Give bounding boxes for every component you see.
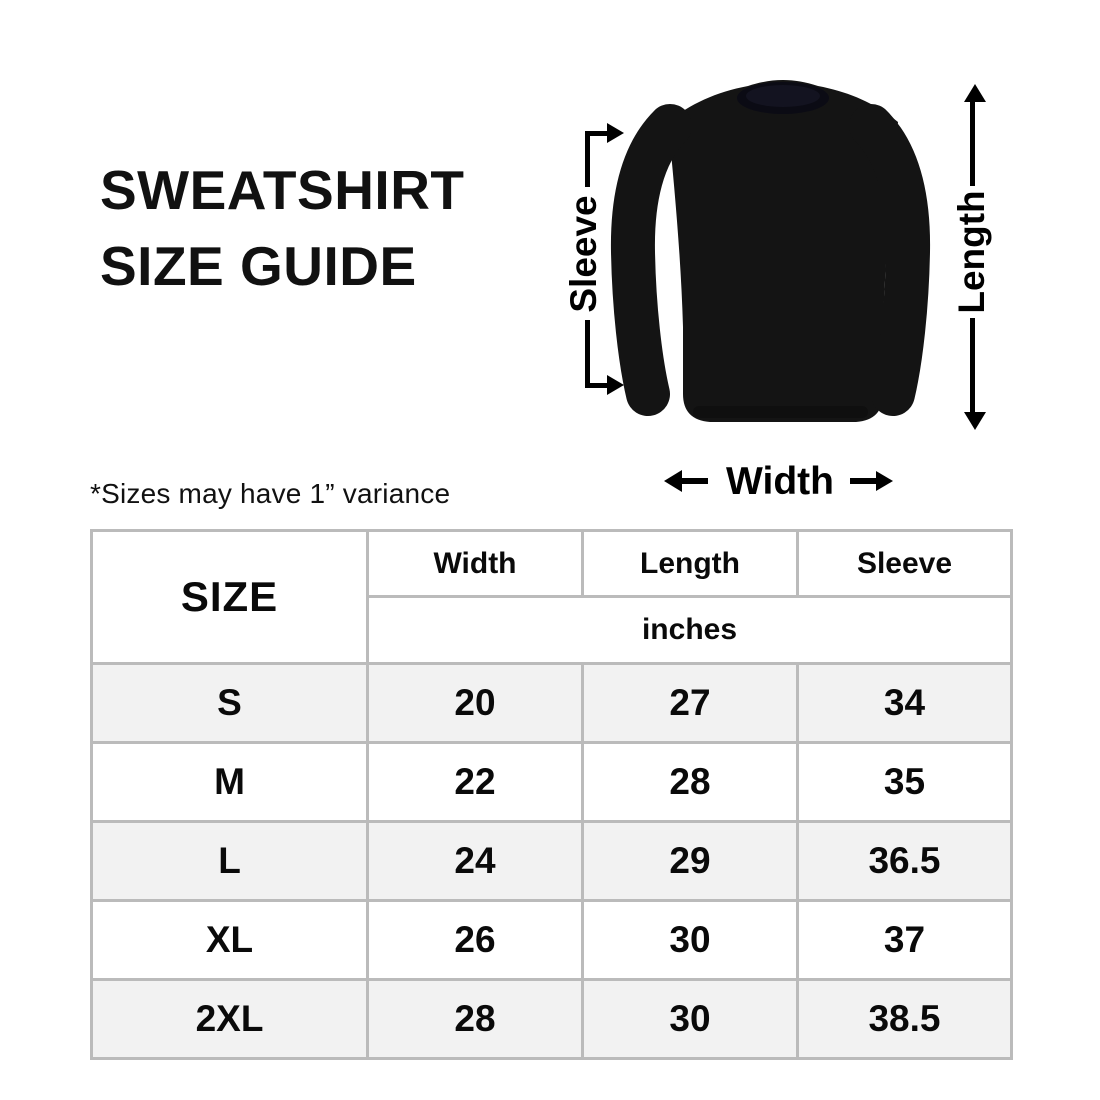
sleeve-value: 34 — [796, 662, 1013, 744]
sleeve-value: 36.5 — [796, 820, 1013, 902]
size-label: L — [90, 820, 369, 902]
sweatshirt-hem — [693, 406, 868, 418]
table-row: 2XL 28 30 38.5 — [90, 978, 1013, 1060]
table-row: M 22 28 35 — [90, 741, 1013, 823]
page-title-line2: SIZE GUIDE — [100, 235, 417, 297]
width-arrow-right-icon — [876, 471, 893, 491]
size-label: XL — [90, 899, 369, 981]
sleeve-column-header: Sleeve — [796, 529, 1013, 598]
width-value: 20 — [366, 662, 584, 744]
size-label: M — [90, 741, 369, 823]
table-header-row: SIZE Width Length Sleeve — [90, 529, 1013, 665]
sleeve-arrow-top-icon — [607, 123, 624, 143]
sleeve-arrow-bottom-icon — [607, 375, 624, 395]
length-value: 27 — [581, 662, 799, 744]
table-row: XL 26 30 37 — [90, 899, 1013, 981]
length-axis-label: Length — [951, 190, 992, 314]
table-unit-row: inches — [92, 595, 1013, 665]
width-value: 26 — [366, 899, 584, 981]
table-row: L 24 29 36.5 — [90, 820, 1013, 902]
length-arrow-up-icon — [964, 84, 986, 102]
sleeve-axis-label: Sleeve — [563, 195, 604, 313]
sleeve-arrow-top-bar — [585, 131, 609, 136]
sleeve-arrow-bottom-line — [585, 320, 590, 388]
sweatshirt-left-sleeve — [610, 104, 692, 416]
sweatshirt-collar-inner — [746, 85, 820, 107]
sweatshirt-right-sleeve — [849, 104, 931, 416]
sleeve-arrow-bottom-bar — [585, 383, 609, 388]
sleeve-value: 38.5 — [796, 978, 1013, 1060]
width-value: 24 — [366, 820, 584, 902]
length-arrow-down-icon — [964, 412, 986, 430]
length-arrow-top-line — [970, 100, 975, 186]
sleeve-arrow-top-line — [585, 131, 590, 187]
width-column-header: Width — [366, 529, 584, 598]
unit-label: inches — [366, 595, 1013, 665]
variance-note: *Sizes may have 1” variance — [90, 478, 451, 509]
page-title: SWEATSHIRT SIZE GUIDE — [100, 152, 465, 304]
size-label: 2XL — [90, 978, 369, 1060]
sweatshirt-image — [610, 80, 931, 422]
sweatshirt-body — [668, 80, 898, 422]
width-value: 22 — [366, 741, 584, 823]
width-arrow-left-bar — [680, 478, 708, 484]
size-label: S — [90, 662, 369, 744]
width-value: 28 — [366, 978, 584, 1060]
length-value: 29 — [581, 820, 799, 902]
sleeve-value: 37 — [796, 899, 1013, 981]
sleeve-value: 35 — [796, 741, 1013, 823]
length-value: 30 — [581, 978, 799, 1060]
length-arrow-bottom-line — [970, 318, 975, 414]
size-table: SIZE Width Length Sleeve inches S 20 27 … — [90, 529, 1013, 1060]
width-arrow-right-bar — [850, 478, 878, 484]
length-value: 30 — [581, 899, 799, 981]
table-row: S 20 27 34 — [90, 662, 1013, 744]
width-axis-label: Width — [726, 460, 834, 503]
length-value: 28 — [581, 741, 799, 823]
page-title-line1: SWEATSHIRT — [100, 159, 465, 221]
size-column-header: SIZE — [90, 529, 369, 665]
length-column-header: Length — [581, 529, 799, 598]
width-arrow-left-icon — [664, 470, 682, 492]
